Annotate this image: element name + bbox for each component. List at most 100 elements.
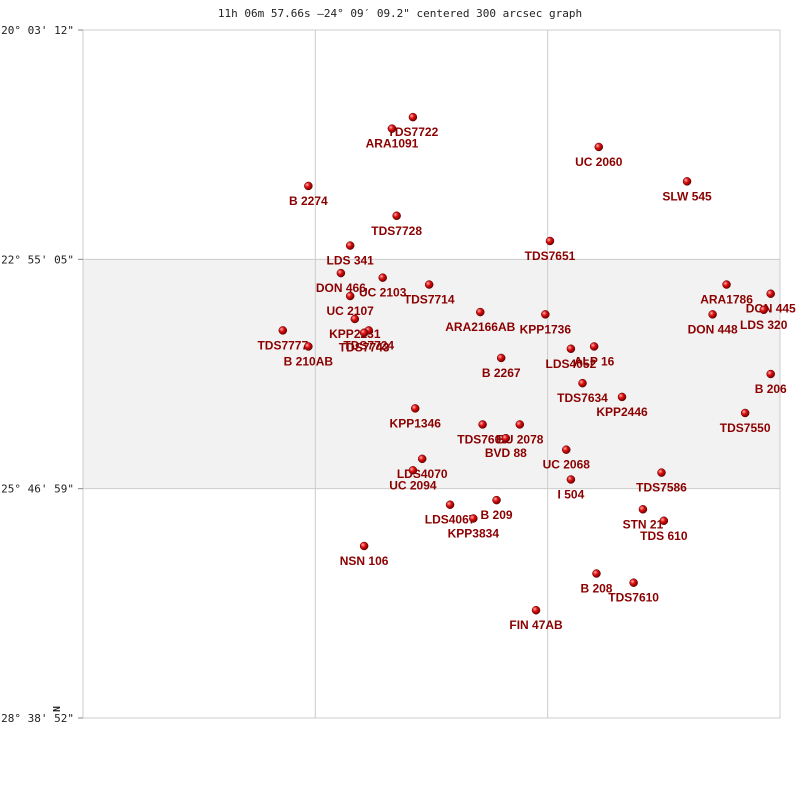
star-point: TDS 610 [640, 516, 688, 543]
star-point: B 2267 [482, 353, 521, 380]
star-point: KPP1736 [520, 310, 572, 336]
star-point: FIN 47AB [509, 605, 563, 632]
star-marker [476, 307, 485, 317]
star-label: SLW 545 [662, 189, 712, 203]
star-label: TDS7610 [608, 591, 659, 605]
star-marker [359, 328, 369, 337]
star-point: DON 445 [746, 289, 796, 316]
star-marker [350, 314, 360, 324]
star-point: ARA2166AB [445, 307, 516, 334]
star-marker [469, 514, 478, 523]
star-marker [387, 124, 397, 133]
star-marker [304, 181, 313, 191]
star-marker [566, 344, 576, 354]
star-point: ALP 16 [574, 342, 615, 368]
star-marker [682, 177, 692, 186]
star-label: ARA2166AB [445, 320, 515, 334]
star-point: TDS7743 [339, 328, 390, 355]
star-label: TDS 610 [640, 529, 688, 543]
star-label: LDS 341 [327, 254, 375, 268]
star-label: KPP3834 [448, 526, 500, 540]
y-tick-label: -22° 55' 05" [0, 253, 74, 266]
star-point: UC 2094 [389, 466, 437, 492]
chart-title: 11h 06m 57.66s –24° 09′ 09.2" centered 3… [218, 7, 582, 20]
star-marker [759, 305, 768, 315]
star-marker [392, 211, 401, 221]
star-marker [578, 378, 587, 388]
star-label: ARA1786 [700, 293, 753, 307]
star-marker [478, 420, 487, 429]
star-label: TDS7651 [525, 249, 576, 263]
star-point: KPP1346 [390, 404, 441, 430]
star-marker [659, 516, 669, 526]
star-label: DON 448 [688, 322, 738, 336]
star-marker [496, 353, 506, 363]
star-point: UC 2103 [359, 273, 407, 300]
star-label: UC 2068 [543, 458, 591, 472]
star-label: B 209 [481, 508, 513, 522]
star-point: B 206 [755, 369, 787, 396]
star-point: UC 2107 [326, 291, 374, 318]
star-point: TDS7550 [720, 408, 771, 435]
star-marker [417, 454, 427, 464]
shaded-band [83, 259, 780, 489]
star-label: B 2267 [482, 366, 521, 380]
star-label: UC 2107 [326, 304, 374, 318]
star-label: NSN 106 [340, 554, 389, 568]
star-marker [766, 369, 775, 379]
star-point: TDS7605 [457, 420, 508, 446]
star-marker [545, 236, 555, 246]
star-label: TDS7586 [636, 481, 687, 495]
star-point: TDS7586 [636, 468, 687, 495]
plot-area [82, 29, 781, 719]
star-marker [492, 495, 501, 505]
star-marker [708, 310, 717, 319]
star-point: TDS7714 [404, 280, 455, 307]
star-point: ARA1091 [366, 124, 419, 151]
star-label: B 206 [755, 382, 787, 396]
star-label: B 2274 [289, 194, 328, 208]
star-point: TDS7651 [525, 236, 576, 263]
star-label: TDS7728 [371, 224, 422, 238]
star-point: UC 2068 [543, 445, 591, 472]
star-label: BVD 88 [485, 446, 527, 460]
star-marker [378, 273, 387, 282]
star-label: TDS7550 [720, 421, 771, 435]
star-point: BVD 88 [485, 433, 527, 460]
star-label: TDS7743 [339, 341, 390, 355]
star-label: B 210AB [284, 354, 334, 368]
star-point: B 209 [481, 495, 513, 522]
star-label: LDS 320 [740, 318, 788, 332]
star-point: B 210AB [284, 342, 334, 368]
star-point: LDS 341 [327, 241, 375, 268]
star-marker [722, 280, 731, 289]
star-point: TDS7610 [608, 578, 659, 605]
star-marker [592, 569, 601, 578]
star-label: I 504 [558, 487, 585, 501]
star-marker [515, 420, 525, 429]
star-point: ARA1786 [700, 280, 753, 307]
star-label: TDS7722 [388, 125, 439, 139]
y-axis: -20° 03' 12" -22° 55' 05" -25° 46' 59" -28°… [0, 24, 83, 725]
y-tick-label: -20° 03' 12" [0, 24, 74, 37]
star-label: UC 2103 [359, 286, 407, 300]
star-point: DON 466 [316, 268, 366, 295]
star-label: LDS4067 [425, 513, 476, 527]
star-label: ARA1091 [366, 137, 419, 151]
star-point: NSN 106 [340, 541, 389, 568]
star-marker [562, 445, 571, 454]
north-indicator: N [52, 706, 63, 712]
star-point: TDS7634 [557, 378, 608, 405]
star-point: UC 2060 [575, 142, 623, 169]
star-marker [501, 433, 511, 443]
star-label: DON 445 [746, 302, 796, 316]
y-tick-label: -25° 46' 59" [0, 483, 74, 496]
star-label: KPP1736 [520, 322, 572, 336]
star-marker [617, 392, 627, 402]
star-label: TDS7724 [343, 338, 394, 352]
star-marker [345, 241, 355, 250]
star-point: STN 21 [623, 505, 664, 531]
star-marker [589, 342, 599, 351]
star-marker [657, 468, 666, 477]
